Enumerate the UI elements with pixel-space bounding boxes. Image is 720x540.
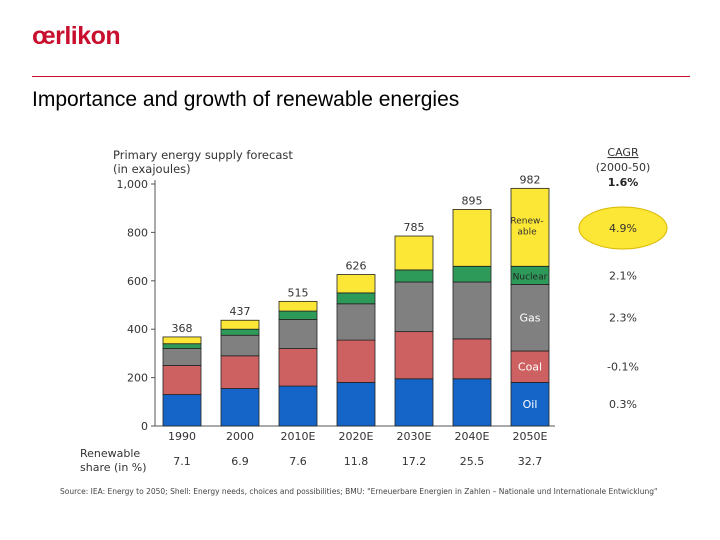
y-tick-label: 200 <box>127 372 148 385</box>
cagr-header: CAGR <box>607 146 639 159</box>
bar-segment-nuclear <box>452 265 492 283</box>
cagr-value-oil: 0.3% <box>609 398 637 411</box>
bar-segment-renewable <box>452 209 492 267</box>
bar-segment-gas <box>510 284 550 352</box>
bar-segment-coal <box>510 350 550 383</box>
bar-segment-coal <box>452 338 492 380</box>
oerlikon-logo: œrlikon <box>32 22 121 50</box>
series-label-renewable-line1: Renew- <box>510 216 543 226</box>
x-tick-label: 2040E <box>455 430 490 443</box>
cagr-total: 1.6% <box>608 176 639 189</box>
x-tick-label: 2010E <box>281 430 316 443</box>
series-label-nuclear: Nuclear <box>513 272 548 282</box>
bar-total-label: 515 <box>288 286 309 299</box>
y-tick-label: 1,000 <box>117 178 149 191</box>
series-label-renewable-line2: able <box>517 227 537 237</box>
cagr-highlight-ellipse <box>578 206 668 250</box>
bar-segment-oil <box>452 378 492 427</box>
bar-total-label: 785 <box>404 221 425 234</box>
bar-segment-coal <box>394 331 434 380</box>
renewable-share-value: 7.1 <box>173 455 191 468</box>
bar-segment-oil <box>336 382 376 427</box>
bar-segment-renewable <box>220 319 260 330</box>
source-note: Source: IEA: Energy to 2050; Shell: Ener… <box>60 487 658 496</box>
cagr-value-coal: -0.1% <box>607 361 639 374</box>
renewable-share-label-line2: share (in %) <box>80 461 147 474</box>
bar-segment-gas <box>278 319 318 349</box>
bar-total-label: 982 <box>520 173 541 186</box>
bar-segment-oil <box>510 382 550 427</box>
cagr-period: (2000-50) <box>596 161 651 174</box>
bar-total-label: 437 <box>230 305 251 318</box>
x-tick-label: 2000 <box>226 430 254 443</box>
bar-total-label: 626 <box>346 260 367 273</box>
bar-segment-renewable <box>162 336 202 345</box>
bar-segment-oil <box>162 394 202 427</box>
bar-segment-nuclear <box>394 269 434 283</box>
y-tick-label: 600 <box>127 275 148 288</box>
renewable-share-label-line1: Renewable <box>80 447 140 460</box>
bar-segment-nuclear <box>278 310 318 320</box>
bar-segment-renewable <box>336 274 376 294</box>
chart-title-line1: Primary energy supply forecast <box>113 148 293 162</box>
x-tick-label: 1990 <box>168 430 196 443</box>
renewable-share-value: 11.8 <box>344 455 369 468</box>
renewable-share-value: 7.6 <box>289 455 307 468</box>
series-label-oil: Oil <box>523 398 538 411</box>
bar-segment-coal <box>162 365 202 395</box>
x-tick-label: 2050E <box>513 430 548 443</box>
y-tick-label: 0 <box>141 420 148 433</box>
x-tick-label: 2020E <box>339 430 374 443</box>
bar-segment-oil <box>278 385 318 427</box>
bar-segment-renewable <box>278 300 318 312</box>
bar-segment-oil <box>394 378 434 427</box>
bar-segment-nuclear <box>162 343 202 349</box>
header-divider <box>32 76 690 77</box>
y-tick-label: 800 <box>127 226 148 239</box>
y-tick-label: 400 <box>127 323 148 336</box>
bar-segment-gas <box>336 303 376 341</box>
bar-segment-coal <box>278 348 318 387</box>
bar-total-label: 895 <box>462 194 483 207</box>
bar-segment-gas <box>162 348 202 366</box>
bar-segment-coal <box>220 355 260 389</box>
bar-segment-renewable <box>510 187 550 267</box>
renewable-share-value: 32.7 <box>518 455 543 468</box>
page-title: Importance and growth of renewable energ… <box>32 88 460 111</box>
cagr-value-gas: 2.3% <box>609 312 637 325</box>
series-label-coal: Coal <box>518 361 542 374</box>
bar-segment-gas <box>452 281 492 340</box>
bar-segment-gas <box>220 334 260 357</box>
bar-segment-renewable <box>394 235 434 271</box>
bar-segment-oil <box>220 388 260 427</box>
bar-segment-gas <box>394 281 434 333</box>
bar-total-label: 368 <box>172 322 193 335</box>
x-tick-label: 2030E <box>397 430 432 443</box>
bar-segment-nuclear <box>336 292 376 305</box>
renewable-share-value: 6.9 <box>231 455 249 468</box>
bar-segment-nuclear <box>220 328 260 336</box>
renewable-share-value: 25.5 <box>460 455 485 468</box>
bar-segment-coal <box>336 339 376 383</box>
cagr-value-renewable: 4.9% <box>609 222 637 235</box>
renewable-share-value: 17.2 <box>402 455 427 468</box>
cagr-value-nuclear: 2.1% <box>609 269 637 282</box>
series-label-gas: Gas <box>520 312 541 325</box>
chart-title-line2: (in exajoules) <box>113 162 191 176</box>
